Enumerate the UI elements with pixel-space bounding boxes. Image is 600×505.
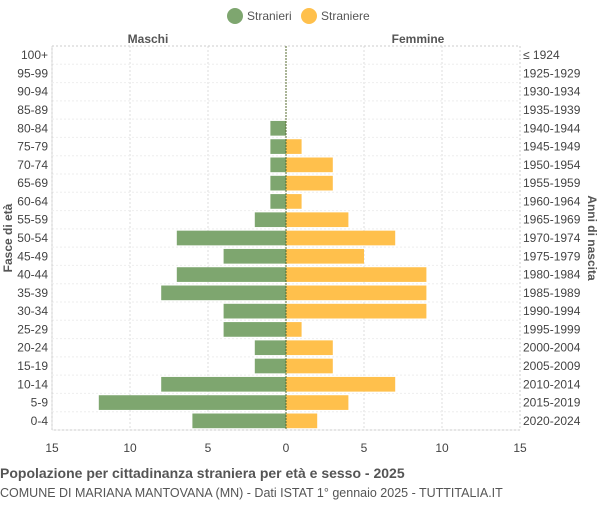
birth-year-label: 1975-1979 (523, 249, 581, 263)
bar-female-65-69 (286, 175, 333, 191)
bar-female-25-29 (286, 322, 302, 337)
age-label: 60-64 (17, 194, 48, 208)
birth-year-label: 2010-2014 (523, 377, 581, 391)
age-label: 55-59 (17, 213, 48, 227)
bar-female-15-19 (286, 358, 333, 374)
bar-male-40-44 (176, 267, 286, 282)
bar-female-55-59 (286, 212, 349, 228)
birth-year-label: 1990-1994 (523, 304, 581, 318)
age-label: 50-54 (17, 231, 48, 245)
age-label: 10-14 (17, 377, 48, 391)
bar-male-75-79 (270, 139, 286, 154)
x-tick-label: 10 (435, 441, 449, 455)
x-tick-label: 10 (123, 441, 137, 455)
bar-male-80-84 (270, 120, 286, 136)
bar-male-65-69 (270, 175, 286, 191)
bar-female-60-64 (286, 194, 302, 209)
bar-female-35-39 (286, 285, 427, 301)
birth-year-label: 1985-1989 (523, 286, 581, 300)
x-tick-label: 15 (513, 441, 527, 455)
chart-subtitle: COMUNE DI MARIANA MANTOVANA (MN) - Dati … (0, 486, 503, 500)
bar-male-55-59 (254, 212, 286, 228)
bar-female-10-14 (286, 376, 396, 392)
bar-male-60-64 (270, 194, 286, 209)
birth-year-label: 2005-2009 (523, 359, 581, 373)
right-header: Femmine (392, 32, 445, 46)
x-tick-label: 0 (283, 441, 290, 455)
birth-year-label: 1935-1939 (523, 103, 581, 117)
age-label: 25-29 (17, 322, 48, 336)
bar-male-10-14 (161, 376, 286, 392)
legend-marker-stranieri (227, 8, 243, 24)
bar-male-35-39 (161, 285, 286, 301)
bar-female-0-4 (286, 413, 318, 429)
birth-year-label: 1965-1969 (523, 213, 581, 227)
age-label: 95-99 (17, 66, 48, 80)
age-label: 85-89 (17, 103, 48, 117)
age-label: 15-19 (17, 359, 48, 373)
bar-male-15-19 (254, 358, 286, 374)
bar-female-75-79 (286, 139, 302, 154)
age-label: 30-34 (17, 304, 48, 318)
bar-male-70-74 (270, 157, 286, 173)
birth-year-label: 1995-1999 (523, 322, 581, 336)
chart-title: Popolazione per cittadinanza straniera p… (0, 465, 405, 481)
bar-female-20-24 (286, 340, 333, 356)
age-label: 40-44 (17, 268, 48, 282)
bar-female-5-9 (286, 395, 349, 410)
bar-male-0-4 (192, 413, 286, 429)
birth-year-label: ≤ 1924 (523, 48, 560, 62)
bar-female-40-44 (286, 267, 427, 282)
birth-year-label: 1950-1954 (523, 158, 581, 172)
bar-female-50-54 (286, 230, 396, 246)
bar-male-25-29 (223, 322, 286, 337)
birth-year-label: 2020-2024 (523, 414, 581, 428)
left-header: Maschi (128, 32, 169, 46)
bar-male-30-34 (223, 303, 286, 319)
x-tick-label: 5 (361, 441, 368, 455)
age-label: 90-94 (17, 85, 48, 99)
y-axis-title-right: Anni di nascita (585, 195, 599, 281)
birth-year-label: 1980-1984 (523, 268, 581, 282)
age-label: 80-84 (17, 121, 48, 135)
birth-year-label: 2000-2004 (523, 341, 581, 355)
birth-year-label: 1970-1974 (523, 231, 581, 245)
legend-label-stranieri: Stranieri (247, 9, 292, 23)
age-label: 75-79 (17, 140, 48, 154)
legend-marker-straniere (301, 8, 317, 24)
bar-male-50-54 (176, 230, 286, 246)
birth-year-label: 1945-1949 (523, 140, 581, 154)
age-label: 100+ (21, 48, 48, 62)
bar-male-5-9 (98, 395, 286, 410)
birth-year-label: 1925-1929 (523, 66, 581, 80)
bar-female-30-34 (286, 303, 427, 319)
age-label: 65-69 (17, 176, 48, 190)
bar-female-70-74 (286, 157, 333, 173)
x-tick-label: 15 (45, 441, 59, 455)
birth-year-label: 1955-1959 (523, 176, 581, 190)
age-label: 45-49 (17, 249, 48, 263)
birth-year-label: 1960-1964 (523, 194, 581, 208)
birth-year-label: 1940-1944 (523, 121, 581, 135)
age-label: 35-39 (17, 286, 48, 300)
bar-female-45-49 (286, 248, 364, 264)
y-axis-title-left: Fasce di età (1, 203, 15, 272)
x-tick-label: 5 (205, 441, 212, 455)
birth-year-label: 1930-1934 (523, 85, 581, 99)
legend-label-straniere: Straniere (321, 9, 370, 23)
age-label: 0-4 (31, 414, 49, 428)
age-label: 5-9 (31, 396, 49, 410)
age-label: 20-24 (17, 341, 48, 355)
bar-male-45-49 (223, 248, 286, 264)
age-label: 70-74 (17, 158, 48, 172)
bar-male-20-24 (254, 340, 286, 356)
birth-year-label: 2015-2019 (523, 396, 581, 410)
